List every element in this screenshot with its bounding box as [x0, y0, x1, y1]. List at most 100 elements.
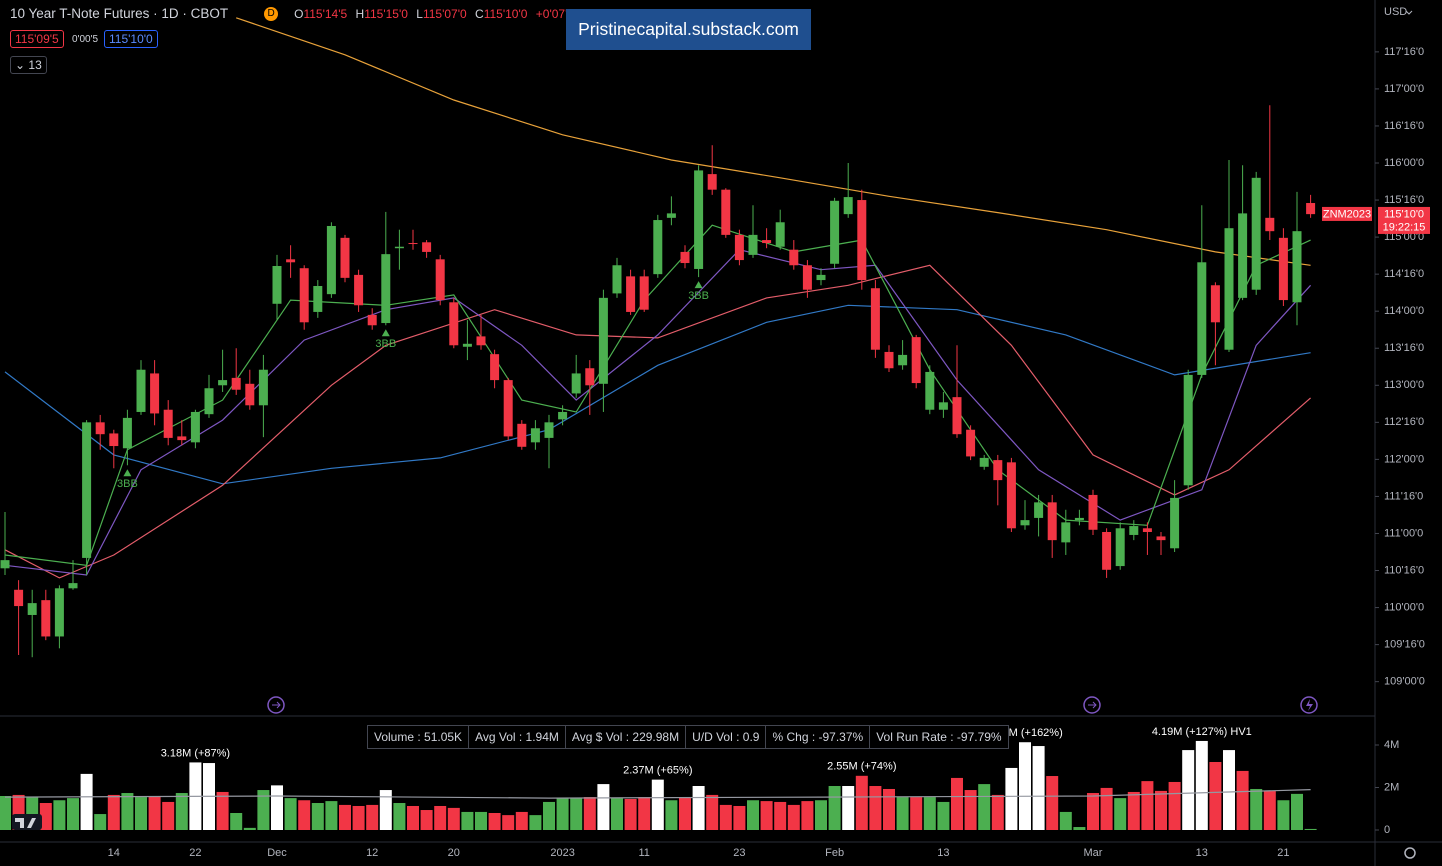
ohlc-value: 115'14'5 — [303, 6, 348, 21]
y-tick-label: 109'16'0 — [1384, 639, 1425, 651]
volume-bar — [1032, 746, 1045, 830]
candle-body — [734, 234, 744, 261]
volume-bar — [1304, 828, 1317, 830]
x-tick-label: 2023 — [550, 847, 574, 859]
volume-bar — [1100, 787, 1113, 830]
volume-bar — [719, 804, 732, 830]
candle-body — [598, 297, 608, 384]
sell-button[interactable]: 115'09'5 — [10, 30, 64, 48]
y-tick-label: 0 — [1384, 824, 1390, 836]
volume-bar — [556, 798, 569, 830]
symbol-title[interactable]: 10 Year T-Note Futures · 1D · CBOT — [10, 6, 229, 21]
candle-body — [503, 380, 513, 437]
alert-icon[interactable] — [1300, 696, 1318, 714]
y-tick-label: 111'16'0 — [1384, 490, 1423, 502]
candle-body — [898, 354, 908, 366]
y-tick-label: 110'16'0 — [1384, 564, 1424, 576]
volume-bar — [271, 785, 283, 830]
volume-bar — [407, 805, 419, 830]
volume-bar — [1209, 761, 1222, 830]
y-tick-label: 114'16'0 — [1384, 268, 1424, 280]
candle-body — [612, 265, 622, 294]
candle-body — [1020, 520, 1030, 526]
volume-bar — [1127, 791, 1140, 830]
volume-bar — [379, 790, 392, 830]
candle-body — [68, 583, 78, 589]
x-tick-label: Dec — [267, 847, 287, 859]
y-tick-label: 109'00'0 — [1384, 676, 1425, 688]
candle-body — [1183, 374, 1193, 486]
y-tick-label: 2M — [1384, 781, 1399, 793]
candle-body — [340, 237, 350, 278]
volume-bar — [611, 798, 623, 830]
y-tick-label: 112'16'0 — [1384, 416, 1424, 428]
delay-badge: D — [264, 6, 279, 21]
candle-body — [1224, 228, 1234, 350]
volume-bar — [1263, 790, 1276, 830]
moving-average — [4, 249, 1312, 576]
indicator-count: 13 — [28, 58, 42, 72]
axes: 117'16'0 117'00'0 116'16'0 116'00'0 115'16'0… — [108, 46, 1430, 859]
candle-body — [830, 200, 840, 264]
candle-body — [394, 246, 404, 249]
candle-body — [1265, 217, 1275, 232]
candle-body — [789, 249, 799, 266]
volume-bar — [896, 797, 909, 830]
candle-body — [326, 225, 336, 295]
candle-body — [14, 589, 24, 607]
volume-bar — [1291, 793, 1303, 830]
candle-body — [54, 588, 64, 637]
replay-icon[interactable] — [267, 696, 285, 714]
volume-bar — [0, 795, 11, 830]
last-price-label: 115'10'0 — [1384, 208, 1424, 220]
candle-body — [422, 242, 432, 252]
currency[interactable]: USD — [1384, 6, 1408, 18]
last-price-badge — [1378, 206, 1430, 234]
volume-bar — [393, 803, 406, 830]
stat: Vol Run Rate : -97.79% — [876, 730, 1002, 744]
volume-annotation: 3.18M (+87%) — [161, 747, 230, 759]
volume-bar — [529, 815, 542, 830]
candle-body — [476, 336, 486, 346]
volume-bar — [747, 800, 759, 830]
volume-bar — [733, 805, 746, 830]
candle-body — [802, 265, 812, 290]
candle-body — [204, 388, 214, 415]
volume-bar — [692, 786, 705, 830]
volume-bar — [461, 811, 474, 830]
candle-body — [1142, 528, 1152, 532]
volume-bar — [828, 786, 841, 830]
buy-button[interactable]: 115'10'0 — [104, 30, 158, 48]
moving-average — [236, 17, 1311, 266]
candle-body — [82, 422, 92, 558]
volume-bar — [67, 798, 79, 830]
volume-bar — [760, 801, 773, 830]
currency-chevron[interactable] — [1405, 10, 1413, 15]
volume-bar — [1019, 742, 1031, 830]
volume-bar — [624, 798, 637, 830]
stat: U/D Vol : 0.9 — [686, 726, 767, 748]
replay-icon[interactable] — [1083, 696, 1101, 714]
candle-body — [1156, 536, 1166, 541]
candle-body — [1251, 177, 1261, 290]
volume-bar — [815, 800, 827, 830]
volume-bar — [1195, 740, 1208, 830]
volume-bar — [570, 798, 583, 830]
candle-body — [408, 243, 418, 245]
candle-body — [857, 200, 867, 281]
ohlc-key: L — [416, 6, 423, 21]
candle-body — [925, 371, 935, 410]
volume-bar — [1155, 790, 1167, 830]
indicators-toggle[interactable]: ⌄ 13 — [10, 56, 47, 74]
x-tick-label: Feb — [825, 847, 844, 859]
candle-body — [585, 368, 595, 386]
settings-icon[interactable] — [1404, 847, 1416, 859]
x-tick-label: 13 — [1196, 847, 1208, 859]
tradingview-logo[interactable] — [12, 814, 42, 830]
volume-bar — [1005, 767, 1018, 830]
candle-body — [775, 222, 785, 247]
volume-bar — [1182, 750, 1195, 830]
candle-body — [517, 423, 527, 447]
candle-body — [911, 337, 921, 384]
